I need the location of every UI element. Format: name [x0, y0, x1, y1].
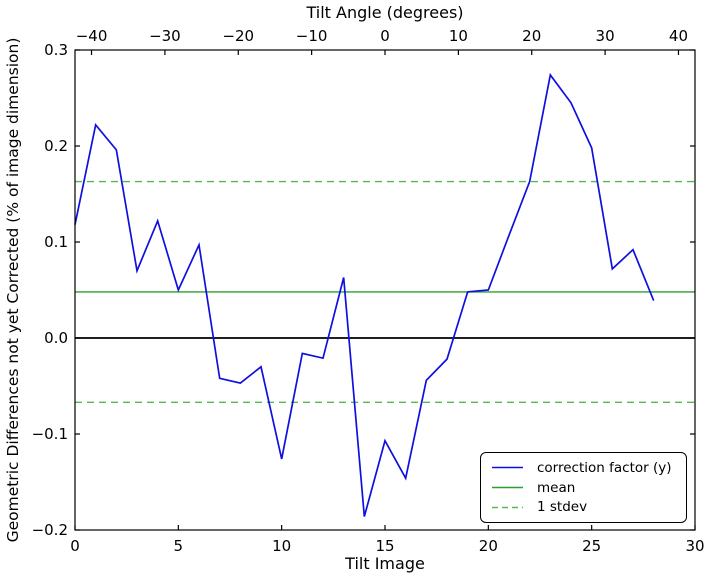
series-line-correction-factor	[74, 72, 655, 517]
y-tick-label: 0.2	[44, 137, 68, 155]
legend: correction factor (y) mean 1 stdev	[480, 452, 687, 523]
x-tick-label: 15	[375, 537, 394, 555]
top-axis-title: Tilt Angle (degrees)	[306, 3, 464, 22]
top-tick-label: −10	[296, 27, 328, 45]
y-tick-label: −0.2	[32, 521, 68, 539]
top-tick-label: 10	[449, 27, 468, 45]
top-tick-label: −30	[149, 27, 181, 45]
legend-label: 1 stdev	[537, 499, 588, 516]
x-tick-label: 25	[582, 537, 601, 555]
legend-item-correction-factor: correction factor (y)	[491, 458, 682, 478]
legend-item-mean: mean	[491, 478, 682, 498]
legend-item-stdev: 1 stdev	[491, 497, 682, 517]
x-tick-label: 30	[685, 537, 704, 555]
legend-line-sample-solid-green	[492, 486, 523, 489]
y-tick-label: 0.1	[44, 233, 68, 251]
legend-label: mean	[537, 479, 576, 496]
x-tick-label: 10	[272, 537, 291, 555]
top-tick-label: 0	[380, 27, 390, 45]
legend-line-sample-dashed-green	[492, 506, 523, 508]
legend-label: correction factor (y)	[537, 459, 672, 476]
x-tick-label: 0	[70, 537, 80, 555]
y-tick-label: 0.3	[44, 41, 68, 59]
y-tick-label: 0.0	[44, 329, 68, 347]
top-tick-label: −40	[76, 27, 108, 45]
top-tick-label: −20	[222, 27, 254, 45]
y-axis-label: Geometric Differences not yet Corrected …	[4, 37, 22, 543]
legend-line-sample-solid-blue	[492, 467, 523, 469]
x-axis-label: Tilt Image	[345, 554, 425, 573]
top-tick-label: 20	[522, 27, 541, 45]
x-tick-label: 5	[174, 537, 184, 555]
top-tick-label: 30	[596, 27, 615, 45]
x-tick-label: 20	[479, 537, 498, 555]
y-tick-label: −0.1	[32, 425, 68, 443]
top-tick-label: 40	[669, 27, 688, 45]
